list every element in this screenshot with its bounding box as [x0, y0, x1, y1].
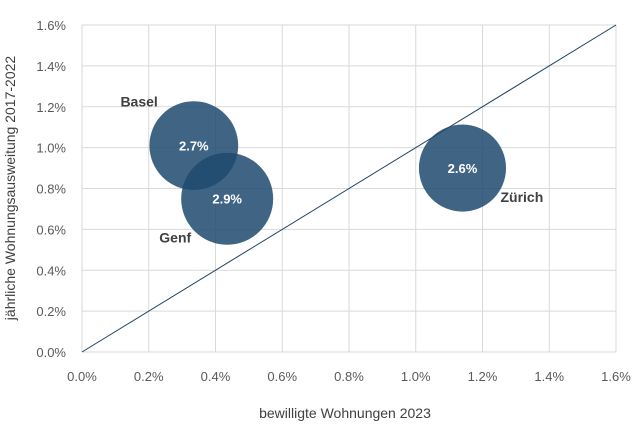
- x-tick-label: 0.6%: [267, 369, 297, 384]
- x-tick-label: 0.0%: [67, 369, 97, 384]
- y-tick-label: 0.4%: [36, 263, 66, 278]
- y-tick-label: 0.8%: [36, 182, 66, 197]
- x-axis-title: bewilligte Wohnungen 2023: [259, 405, 431, 421]
- bubbles: 2.7% Basel 2.9% Genf 2.6% Zürich: [120, 94, 543, 246]
- bubble-genf: [181, 152, 274, 245]
- x-tick-label: 1.4%: [534, 369, 564, 384]
- y-tick-label: 1.4%: [36, 59, 66, 74]
- x-tick-label: 1.0%: [401, 369, 431, 384]
- x-axis-ticks: 0.0% 0.2% 0.4% 0.6% 0.8% 1.0% 1.2% 1.4% 1.6%: [67, 369, 631, 384]
- y-axis-title: jährliche Wohnungsausweitung 2017-2022: [2, 56, 18, 322]
- diagonal-reference-line: [81, 24, 617, 353]
- y-tick-label: 0.6%: [36, 222, 66, 237]
- x-tick-label: 1.2%: [468, 369, 498, 384]
- x-tick-label: 0.8%: [334, 369, 364, 384]
- y-tick-label: 0.0%: [36, 345, 66, 360]
- x-tick-label: 0.4%: [201, 369, 231, 384]
- bubble-value-label: 2.6%: [448, 161, 478, 176]
- bubble-value-label: 2.7%: [179, 139, 209, 154]
- y-tick-label: 0.2%: [36, 304, 66, 319]
- city-label: Basel: [120, 94, 157, 110]
- bubble-value-label: 2.9%: [212, 192, 242, 207]
- y-axis-ticks: 0.0% 0.2% 0.4% 0.6% 0.8% 1.0% 1.2% 1.4% 1.6%: [36, 18, 66, 360]
- y-tick-label: 1.0%: [36, 141, 66, 156]
- y-tick-label: 1.6%: [36, 18, 66, 33]
- bubble-zürich: [418, 124, 507, 212]
- city-label: Zürich: [500, 189, 543, 205]
- x-tick-label: 1.6%: [601, 369, 631, 384]
- city-label: Genf: [159, 230, 191, 246]
- x-tick-label: 0.2%: [134, 369, 164, 384]
- y-tick-label: 1.2%: [36, 100, 66, 115]
